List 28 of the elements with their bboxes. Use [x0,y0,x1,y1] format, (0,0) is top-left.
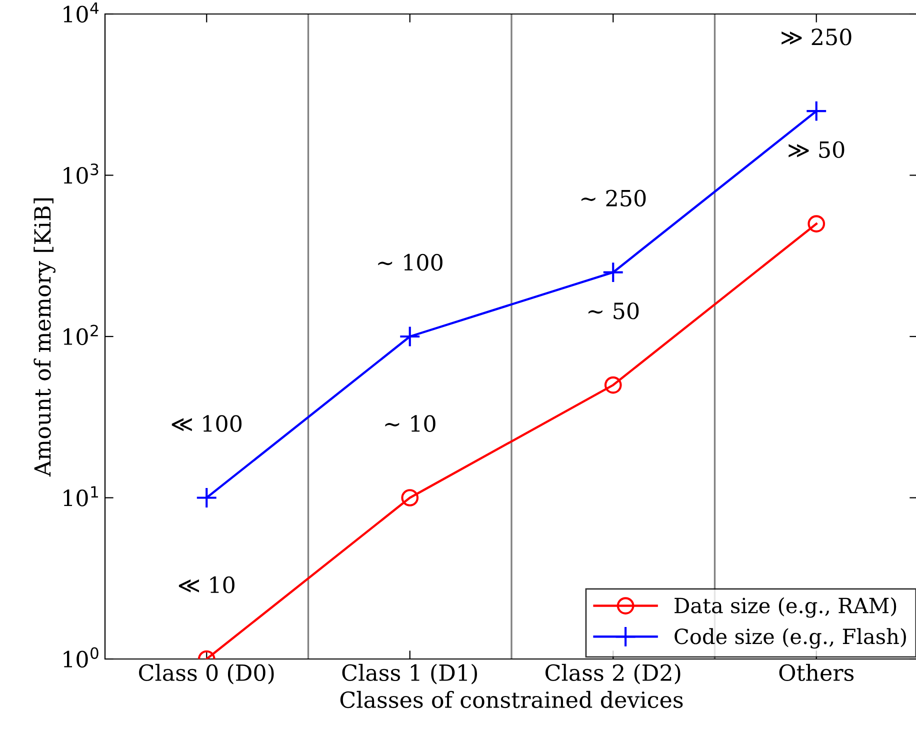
point [196,486,218,509]
y-tick-label: 10$^{3}$ [64,163,98,184]
x-tick-label: Class 0 (D0) [139,664,274,684]
point [399,326,421,348]
y-tick-label: 10$^{4}$ [64,2,99,23]
x-axis-title: Classes of constrained devices [340,690,683,708]
annotation: ≫ 50 [788,141,844,158]
point [401,489,419,506]
point [806,100,828,122]
annotation: ∼ 10 [385,415,436,432]
point [808,215,826,232]
x-tick-label: Class 2 (D2) [546,664,680,684]
point [604,376,622,394]
annotation: ∼ 250 [581,190,646,207]
annotation: ≪ 100 [172,415,242,432]
x-tick-label: Others [779,664,854,682]
x-tick-label: Class 1 (D1) [342,664,477,684]
y-tick-label: 10$^{1}$ [64,486,98,506]
y-axis-title: Amount of memory [KiB] [34,198,56,477]
y-tick-label: 10$^{2}$ [64,324,98,346]
annotation: ∼ 50 [588,302,639,320]
point [602,262,624,284]
annotation: ≪ 10 [178,576,234,594]
y-tick-label: 10$^{0}$ [64,647,98,668]
annotation: ≫ 250 [782,28,852,46]
annotation: ∼ 100 [378,254,442,271]
legend-label: Code size (e.g., Flash) [674,628,906,649]
legend-label: Data size (e.g., RAM) [674,597,896,618]
